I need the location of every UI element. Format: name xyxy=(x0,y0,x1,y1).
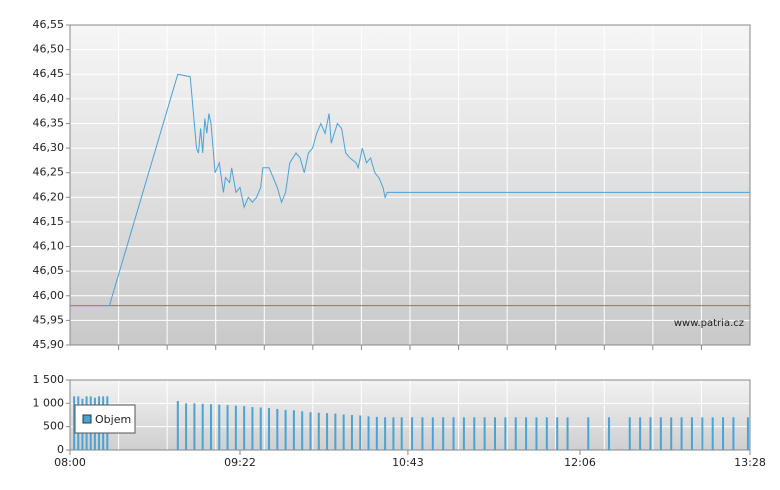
volume-bar xyxy=(301,411,304,450)
volume-bar xyxy=(722,417,725,450)
legend-swatch xyxy=(82,414,92,424)
volume-bar xyxy=(73,396,76,450)
x-tick-label: 12:06 xyxy=(564,456,596,469)
y-tick-label: 46,45 xyxy=(33,67,65,80)
volume-bar xyxy=(746,417,749,450)
volume-bar xyxy=(421,417,424,450)
volume-bar xyxy=(309,412,312,450)
volume-bar xyxy=(342,414,345,450)
y-tick-label: 46,40 xyxy=(33,92,65,105)
volume-bar xyxy=(483,417,486,450)
volume-bar xyxy=(367,416,370,450)
y-tick-label: 1 500 xyxy=(33,373,65,386)
volume-bar xyxy=(514,417,517,450)
plot-border xyxy=(69,379,751,451)
volume-bar xyxy=(375,416,378,450)
y-tick-label: 46,20 xyxy=(33,190,65,203)
y-tick-label: 46,10 xyxy=(33,240,65,253)
x-tick-label: 09:22 xyxy=(224,456,256,469)
volume-bar xyxy=(268,408,271,450)
volume-bar xyxy=(176,401,179,450)
volume-bar xyxy=(608,417,611,450)
volume-bar xyxy=(680,417,683,450)
volume-bar xyxy=(243,406,246,450)
volume-bar xyxy=(659,417,662,450)
volume-bar xyxy=(411,417,414,450)
volume-bar xyxy=(566,417,569,450)
volume-bar xyxy=(392,417,395,450)
volume-bar xyxy=(452,417,455,450)
volume-bar xyxy=(670,417,673,450)
x-tick-label: 13:28 xyxy=(734,456,766,469)
volume-bar xyxy=(193,403,196,450)
volume-bar xyxy=(545,417,548,450)
y-tick-label: 46,15 xyxy=(33,215,65,228)
volume-bar xyxy=(209,404,212,450)
y-tick-label: 46,35 xyxy=(33,116,65,129)
volume-bar xyxy=(711,417,714,450)
y-tick-label: 46,25 xyxy=(33,166,65,179)
volume-bar xyxy=(359,415,362,450)
volume-bar xyxy=(525,417,528,450)
volume-bar xyxy=(732,417,735,450)
volume-bar xyxy=(292,410,295,450)
volume-bar xyxy=(218,404,221,450)
volume-bar xyxy=(504,417,507,450)
volume-bar xyxy=(587,417,590,450)
volume-bar xyxy=(473,417,476,450)
y-tick-label: 46,50 xyxy=(33,43,65,56)
volume-bar xyxy=(628,417,631,450)
volume-bar xyxy=(556,417,559,450)
y-tick-label: 46,30 xyxy=(33,141,65,154)
volume-bar xyxy=(639,417,642,450)
volume-bar xyxy=(535,417,538,450)
volume-bar xyxy=(701,417,704,450)
volume-bar xyxy=(317,412,320,450)
y-tick-label: 1 000 xyxy=(33,396,65,409)
volume-bar xyxy=(690,417,693,450)
volume-bar xyxy=(326,413,329,450)
plot-border xyxy=(69,24,751,346)
volume-bar xyxy=(276,408,279,450)
x-tick-label: 08:00 xyxy=(54,456,86,469)
volume-bar xyxy=(334,413,337,450)
volume-bar xyxy=(251,407,254,450)
y-tick-label: 45,90 xyxy=(33,338,65,351)
volume-bar xyxy=(234,405,237,450)
price-line xyxy=(70,73,750,307)
volume-bar xyxy=(201,403,204,450)
y-tick-label: 45,95 xyxy=(33,313,65,326)
volume-bar xyxy=(350,415,353,450)
volume-bar xyxy=(442,417,445,450)
volume-bar xyxy=(494,417,496,450)
volume-bar xyxy=(259,407,262,450)
volume-bar xyxy=(185,403,188,450)
x-tick-label: 10:43 xyxy=(392,456,424,469)
y-tick-label: 500 xyxy=(43,420,64,433)
volume-bar xyxy=(284,409,287,450)
volume-bar xyxy=(649,417,652,450)
y-tick-label: 46,05 xyxy=(33,264,65,277)
volume-bar xyxy=(431,417,434,450)
watermark: www.patria.cz xyxy=(674,318,744,329)
volume-bar xyxy=(384,417,387,450)
volume-bar xyxy=(462,417,465,450)
volume-bar xyxy=(400,417,403,450)
y-tick-label: 46,00 xyxy=(33,289,65,302)
volume-bar xyxy=(226,405,229,450)
y-tick-label: 46,55 xyxy=(33,18,65,31)
y-tick-label: 0 xyxy=(57,443,64,456)
legend-label: Objem xyxy=(95,413,131,426)
